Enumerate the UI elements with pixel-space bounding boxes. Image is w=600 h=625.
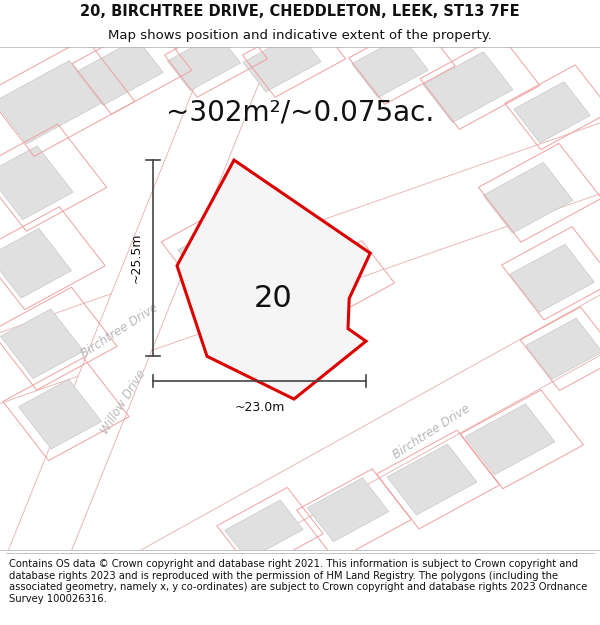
Polygon shape <box>177 160 370 399</box>
Polygon shape <box>509 244 595 312</box>
Polygon shape <box>1 309 83 379</box>
Polygon shape <box>387 444 477 515</box>
Text: Birchtree Drive: Birchtree Drive <box>391 402 473 461</box>
Polygon shape <box>0 228 71 298</box>
Text: Birchtree Drive: Birchtree Drive <box>79 301 161 361</box>
Polygon shape <box>0 61 102 144</box>
Polygon shape <box>167 34 241 91</box>
Text: Contains OS data © Crown copyright and database right 2021. This information is : Contains OS data © Crown copyright and d… <box>9 559 587 604</box>
Polygon shape <box>2 14 280 583</box>
Text: 20: 20 <box>254 284 292 313</box>
Polygon shape <box>19 379 101 449</box>
Polygon shape <box>77 39 163 106</box>
Polygon shape <box>178 222 254 284</box>
Text: Map shows position and indicative extent of the property.: Map shows position and indicative extent… <box>108 29 492 42</box>
Polygon shape <box>514 82 590 143</box>
Polygon shape <box>307 478 389 542</box>
Polygon shape <box>0 146 73 219</box>
Polygon shape <box>243 32 321 92</box>
Text: ~25.5m: ~25.5m <box>129 233 142 283</box>
Polygon shape <box>526 318 600 379</box>
Polygon shape <box>133 288 600 596</box>
Text: 20, BIRCHTREE DRIVE, CHEDDLETON, LEEK, ST13 7FE: 20, BIRCHTREE DRIVE, CHEDDLETON, LEEK, S… <box>80 4 520 19</box>
Polygon shape <box>483 162 573 233</box>
Text: Willow Drive: Willow Drive <box>98 367 148 436</box>
Text: ~302m²/~0.075ac.: ~302m²/~0.075ac. <box>166 98 434 126</box>
Polygon shape <box>423 52 513 122</box>
Polygon shape <box>352 36 428 98</box>
Polygon shape <box>0 107 600 419</box>
Polygon shape <box>465 404 555 475</box>
Text: ~23.0m: ~23.0m <box>235 401 284 414</box>
Polygon shape <box>225 500 303 560</box>
